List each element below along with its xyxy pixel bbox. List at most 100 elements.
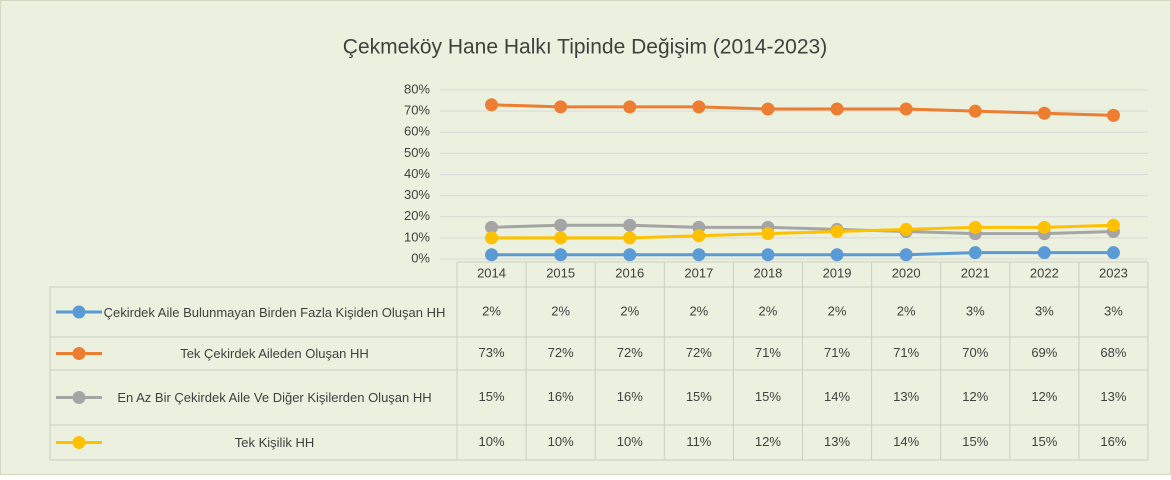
data-point	[830, 102, 844, 116]
x-tick-label: 2020	[892, 265, 921, 280]
data-point	[623, 231, 637, 245]
data-point	[623, 100, 637, 114]
table-value: 13%	[893, 389, 919, 404]
legend-label-box: En Az Bir Çekirdek Aile Ve Diğer Kişiler…	[117, 390, 432, 405]
data-point	[554, 248, 568, 262]
data-point	[899, 222, 913, 236]
table-value: 69%	[1031, 345, 1057, 360]
table-value: 11%	[686, 434, 711, 449]
table-value: 10%	[617, 434, 643, 449]
data-point	[485, 231, 499, 245]
legend-label-box: Tek Çekirdek Aileden Oluşan HH	[180, 346, 369, 361]
legend-label-box: Tek Kişilik HH	[234, 435, 315, 450]
data-point	[968, 104, 982, 118]
data-point	[968, 220, 982, 234]
series-line	[491, 223, 1114, 236]
table-value: 16%	[1100, 434, 1126, 449]
x-tick-label: 2019	[823, 265, 852, 280]
table-value: 2%	[482, 303, 501, 318]
y-tick-label: 10%	[404, 229, 430, 244]
x-tick-label: 2016	[615, 265, 644, 280]
x-tick-label: 2017	[684, 265, 713, 280]
x-tick-label: 2014	[477, 265, 506, 280]
table-value: 72%	[686, 345, 712, 360]
table-value: 2%	[897, 303, 916, 318]
table-value: 3%	[1035, 303, 1054, 318]
data-point	[830, 248, 844, 262]
legend-marker	[72, 391, 86, 404]
y-tick-label: 30%	[404, 187, 430, 202]
table-value: 12%	[962, 389, 988, 404]
data-point	[899, 248, 913, 262]
table-value: 71%	[755, 345, 781, 360]
legend-marker	[72, 347, 86, 360]
data-point	[692, 248, 706, 262]
table-value: 10%	[479, 434, 505, 449]
table-value: 10%	[548, 434, 574, 449]
data-point	[692, 229, 706, 243]
y-tick-label: 20%	[404, 208, 430, 223]
chart-title: Çekmeköy Hane Halkı Tipinde Değişim (201…	[343, 36, 827, 59]
data-point	[1037, 220, 1051, 234]
data-point	[761, 102, 775, 116]
table-value: 14%	[824, 389, 850, 404]
table-value: 16%	[548, 389, 574, 404]
table-value: 12%	[755, 434, 781, 449]
x-tick-label: 2018	[753, 265, 782, 280]
legend-label: Tek Kişilik HH	[234, 435, 315, 450]
series-line	[491, 251, 1114, 257]
data-point	[1037, 106, 1051, 120]
data-point	[485, 98, 499, 112]
data-point	[761, 227, 775, 241]
table-value: 71%	[824, 345, 850, 360]
data-point	[1106, 246, 1120, 260]
x-tick-label: 2022	[1030, 265, 1059, 280]
table-value: 15%	[479, 389, 505, 404]
data-point	[623, 248, 637, 262]
series-line	[491, 103, 1114, 117]
data-point	[899, 102, 913, 116]
series-line	[491, 223, 1114, 240]
data-point	[485, 220, 499, 234]
legend-label: Tek Çekirdek Aileden Oluşan HH	[180, 346, 369, 361]
table-value: 15%	[1031, 434, 1057, 449]
x-tick-label: 2021	[961, 265, 990, 280]
data-point	[968, 246, 982, 260]
table-value: 15%	[755, 389, 781, 404]
data-point	[1037, 246, 1051, 260]
y-tick-label: 80%	[404, 81, 430, 96]
table-value: 12%	[1031, 389, 1057, 404]
table-value: 14%	[893, 434, 919, 449]
table-value: 71%	[893, 345, 919, 360]
table-value: 15%	[686, 389, 712, 404]
y-tick-label: 50%	[404, 145, 430, 160]
data-point	[623, 218, 637, 232]
table-value: 72%	[617, 345, 643, 360]
table-value: 68%	[1100, 345, 1126, 360]
table-value: 2%	[828, 303, 847, 318]
x-tick-label: 2015	[546, 265, 575, 280]
table-value: 2%	[620, 303, 639, 318]
y-tick-label: 60%	[404, 124, 430, 139]
table-value: 2%	[551, 303, 570, 318]
data-point	[554, 100, 568, 114]
table-value: 16%	[617, 389, 643, 404]
x-tick-label: 2023	[1099, 265, 1128, 280]
y-tick-label: 0%	[411, 250, 430, 265]
y-tick-label: 70%	[404, 103, 430, 118]
table-value: 70%	[962, 345, 988, 360]
data-point	[1106, 218, 1120, 232]
legend-label: En Az Bir Çekirdek Aile Ve Diğer Kişiler…	[117, 390, 432, 405]
table-value: 73%	[479, 345, 505, 360]
table-value: 72%	[548, 345, 574, 360]
data-point	[830, 225, 844, 239]
legend-marker	[72, 305, 86, 319]
data-point	[1106, 108, 1120, 122]
y-tick-label: 40%	[404, 166, 430, 181]
legend-marker	[72, 436, 86, 449]
table-value: 13%	[824, 434, 850, 449]
data-point	[761, 248, 775, 262]
legend-label: Çekirdek Aile Bulunmayan Birden Fazla Ki…	[103, 304, 446, 320]
